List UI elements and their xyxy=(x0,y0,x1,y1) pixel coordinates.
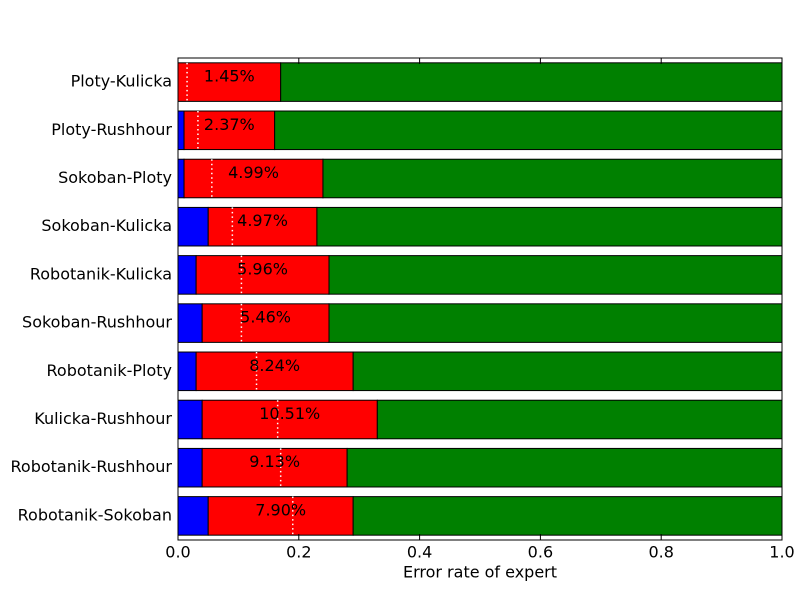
bar-segment xyxy=(328,255,783,295)
x-tick-label: 0.2 xyxy=(286,543,311,562)
y-tick-label: Sokoban-Ploty xyxy=(58,168,172,187)
x-tick-label: 1.0 xyxy=(769,543,794,562)
annotation: 1.45% xyxy=(204,67,255,86)
bar-segment xyxy=(177,303,203,343)
x-tick-label: 0.6 xyxy=(528,543,553,562)
bar-segment xyxy=(201,447,348,488)
annotation: 4.99% xyxy=(228,163,279,182)
y-tick-label: Robotanik-Ploty xyxy=(47,361,172,380)
annotation: 8.24% xyxy=(249,356,300,375)
x-tick-label: 0.4 xyxy=(407,543,432,562)
x-tick-label: 0.0 xyxy=(165,543,190,562)
bar-segment xyxy=(322,158,783,199)
bar-segment xyxy=(177,158,185,199)
bar-segment xyxy=(207,496,354,536)
bar-segment xyxy=(201,399,378,440)
bar-segment xyxy=(280,62,783,102)
bar-segment xyxy=(346,447,783,488)
annotation: 5.96% xyxy=(237,259,288,278)
bar-segment xyxy=(177,255,197,295)
bar-segment xyxy=(177,351,197,392)
y-tick-label: Ploty-Kulicka xyxy=(71,72,172,91)
y-tick-label: Robotanik-Rushhour xyxy=(11,457,173,476)
bar-segment xyxy=(177,62,282,102)
bar-segment xyxy=(352,351,783,392)
bar-segment xyxy=(177,496,209,536)
x-axis-label: Error rate of expert xyxy=(403,563,557,582)
annotation: 4.97% xyxy=(237,211,288,230)
annotation: 9.13% xyxy=(249,452,300,471)
x-tick-label: 0.8 xyxy=(648,543,673,562)
bar-segment xyxy=(177,399,203,440)
bar-segment xyxy=(274,110,783,151)
bar-segment xyxy=(316,206,783,247)
y-tick-label: Kulicka-Rushhour xyxy=(34,409,172,428)
bar-segment xyxy=(195,255,330,295)
annotation: 5.46% xyxy=(240,308,291,327)
bar-segment xyxy=(177,447,203,488)
bar-segment xyxy=(352,496,783,536)
annotation: 2.37% xyxy=(204,115,255,134)
y-tick-label: Ploty-Rushhour xyxy=(51,120,172,139)
bar-segment xyxy=(201,303,330,343)
bar-segment xyxy=(177,206,209,247)
plot-frame xyxy=(177,57,783,541)
y-tick-label: Sokoban-Kulicka xyxy=(41,216,172,235)
bar-segment xyxy=(376,399,783,440)
y-tick-label: Robotanik-Sokoban xyxy=(18,505,172,524)
y-tick-label: Sokoban-Rushhour xyxy=(22,313,172,332)
bar-segment xyxy=(328,303,783,343)
annotation: 10.51% xyxy=(259,404,320,423)
bar-segment xyxy=(183,110,276,151)
y-tick-label: Robotanik-Kulicka xyxy=(30,264,172,283)
annotation: 7.90% xyxy=(255,500,306,519)
bar-segment xyxy=(177,110,185,151)
